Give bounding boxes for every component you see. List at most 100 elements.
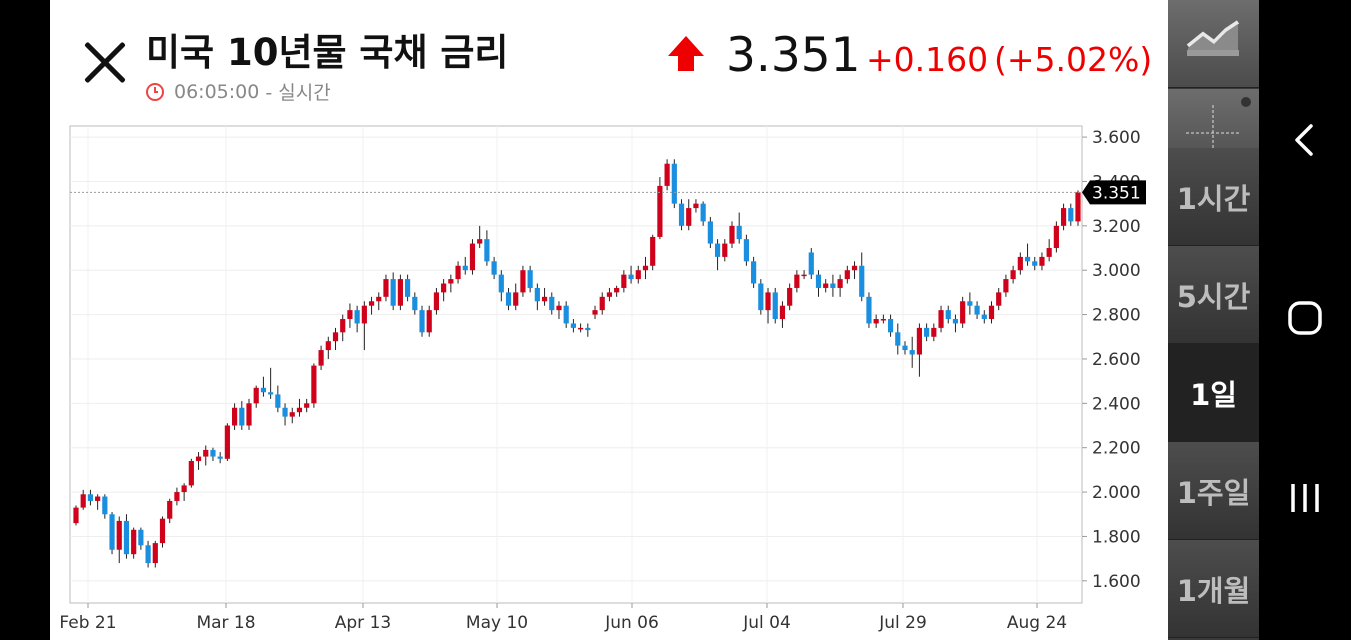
candle bbox=[938, 305, 944, 333]
candle bbox=[844, 265, 850, 284]
candle bbox=[1075, 190, 1081, 226]
candle bbox=[109, 512, 115, 555]
chart-sidebar: 1시간 5시간 1일 1주일 1개월 bbox=[1168, 0, 1259, 640]
candle bbox=[570, 319, 576, 333]
timeframe-5h-button[interactable]: 5시간 bbox=[1168, 246, 1259, 344]
candle bbox=[772, 287, 778, 324]
candle bbox=[722, 239, 728, 262]
candle bbox=[361, 301, 367, 351]
candle bbox=[686, 199, 692, 231]
line-chart-tool-button[interactable] bbox=[1168, 0, 1259, 88]
x-tick-label: Mar 18 bbox=[196, 613, 255, 633]
candle bbox=[1039, 252, 1045, 271]
timeframe-1d-button[interactable]: 1일 bbox=[1168, 344, 1259, 442]
candle bbox=[152, 540, 158, 568]
candle bbox=[801, 270, 807, 280]
candle bbox=[195, 452, 202, 470]
y-tick-label: 1.800 bbox=[1092, 527, 1141, 547]
y-tick-label: 3.200 bbox=[1092, 217, 1141, 237]
close-icon[interactable] bbox=[80, 38, 130, 88]
y-tick-label: 1.600 bbox=[1092, 572, 1141, 592]
last-price-label: 3.351 bbox=[1092, 183, 1141, 203]
y-tick-label: 2.800 bbox=[1092, 306, 1141, 326]
candle bbox=[945, 305, 951, 324]
candle bbox=[80, 489, 86, 510]
candle bbox=[167, 498, 173, 524]
candle bbox=[477, 225, 483, 249]
candle bbox=[765, 287, 771, 324]
candle bbox=[736, 212, 742, 244]
timeframe-1m-button[interactable]: 1개월 bbox=[1168, 540, 1259, 638]
candle bbox=[650, 234, 656, 271]
candle bbox=[174, 487, 180, 506]
candle bbox=[751, 256, 757, 288]
y-tick-label: 3.000 bbox=[1092, 261, 1141, 281]
time-row: 06:05:00 - 실시간 bbox=[146, 78, 331, 105]
candle bbox=[743, 234, 749, 266]
x-tick-label: Jun 06 bbox=[604, 613, 659, 633]
candle bbox=[188, 458, 194, 488]
candle bbox=[131, 527, 137, 559]
candle bbox=[318, 345, 324, 371]
candle bbox=[397, 274, 403, 311]
candle bbox=[585, 323, 591, 337]
x-tick-label: Feb 21 bbox=[59, 613, 116, 633]
back-icon[interactable] bbox=[1285, 120, 1325, 160]
candle bbox=[808, 248, 814, 280]
candle bbox=[880, 314, 886, 324]
grid-y bbox=[70, 136, 1082, 582]
candle bbox=[73, 505, 79, 526]
main-panel: 미국 10년물 국채 금리 06:05:00 - 실시간 3.351 +0.16… bbox=[50, 0, 1168, 640]
y-axis-ticks: 3.6003.4003.2003.0002.8002.6002.4002.200… bbox=[1082, 128, 1141, 592]
candle bbox=[181, 483, 187, 501]
candle bbox=[902, 341, 908, 355]
candle bbox=[924, 323, 930, 342]
candle bbox=[304, 398, 310, 413]
candle bbox=[513, 283, 519, 311]
candle bbox=[340, 314, 346, 342]
candle bbox=[729, 221, 735, 249]
candle bbox=[123, 514, 130, 559]
candle bbox=[527, 265, 533, 293]
candle bbox=[469, 239, 476, 275]
candle bbox=[491, 256, 497, 280]
last-price-badge: 3.351 bbox=[1082, 180, 1146, 205]
y-tick-label: 2.400 bbox=[1092, 394, 1141, 414]
candle bbox=[1053, 221, 1059, 253]
candle bbox=[974, 301, 980, 320]
candlestick-chart[interactable]: 3.6003.4003.2003.0002.8002.6002.4002.200… bbox=[50, 120, 1168, 640]
timeframe-1h-button[interactable]: 1시간 bbox=[1168, 148, 1259, 246]
candle bbox=[671, 159, 677, 209]
candle bbox=[368, 296, 375, 315]
candle bbox=[664, 159, 670, 191]
timeframe-1w-button[interactable]: 1주일 bbox=[1168, 442, 1259, 540]
x-tick-label: May 10 bbox=[466, 613, 528, 633]
candle bbox=[376, 292, 382, 311]
candle bbox=[700, 201, 706, 226]
candle bbox=[296, 398, 303, 417]
candle bbox=[253, 385, 259, 408]
candle bbox=[95, 494, 101, 510]
candle bbox=[311, 363, 317, 408]
candle bbox=[556, 301, 562, 320]
candle bbox=[138, 527, 144, 550]
candle bbox=[1032, 256, 1038, 271]
y-tick-label: 2.600 bbox=[1092, 350, 1141, 370]
candle bbox=[693, 199, 699, 213]
candle bbox=[354, 305, 360, 333]
candle bbox=[657, 177, 663, 240]
candle bbox=[887, 314, 894, 337]
home-icon[interactable] bbox=[1285, 298, 1325, 338]
line-chart-icon bbox=[1186, 20, 1240, 56]
candle bbox=[433, 287, 440, 315]
x-tick-label: Apr 13 bbox=[335, 613, 391, 633]
recents-icon[interactable] bbox=[1285, 478, 1325, 518]
candle bbox=[873, 314, 879, 328]
x-tick-label: Jul 04 bbox=[742, 613, 791, 633]
candle bbox=[116, 516, 122, 564]
price-change-percent: (+5.02%) bbox=[994, 40, 1153, 79]
candle bbox=[332, 327, 339, 351]
candle bbox=[830, 274, 836, 297]
candle bbox=[462, 256, 468, 275]
candle bbox=[1068, 203, 1074, 226]
